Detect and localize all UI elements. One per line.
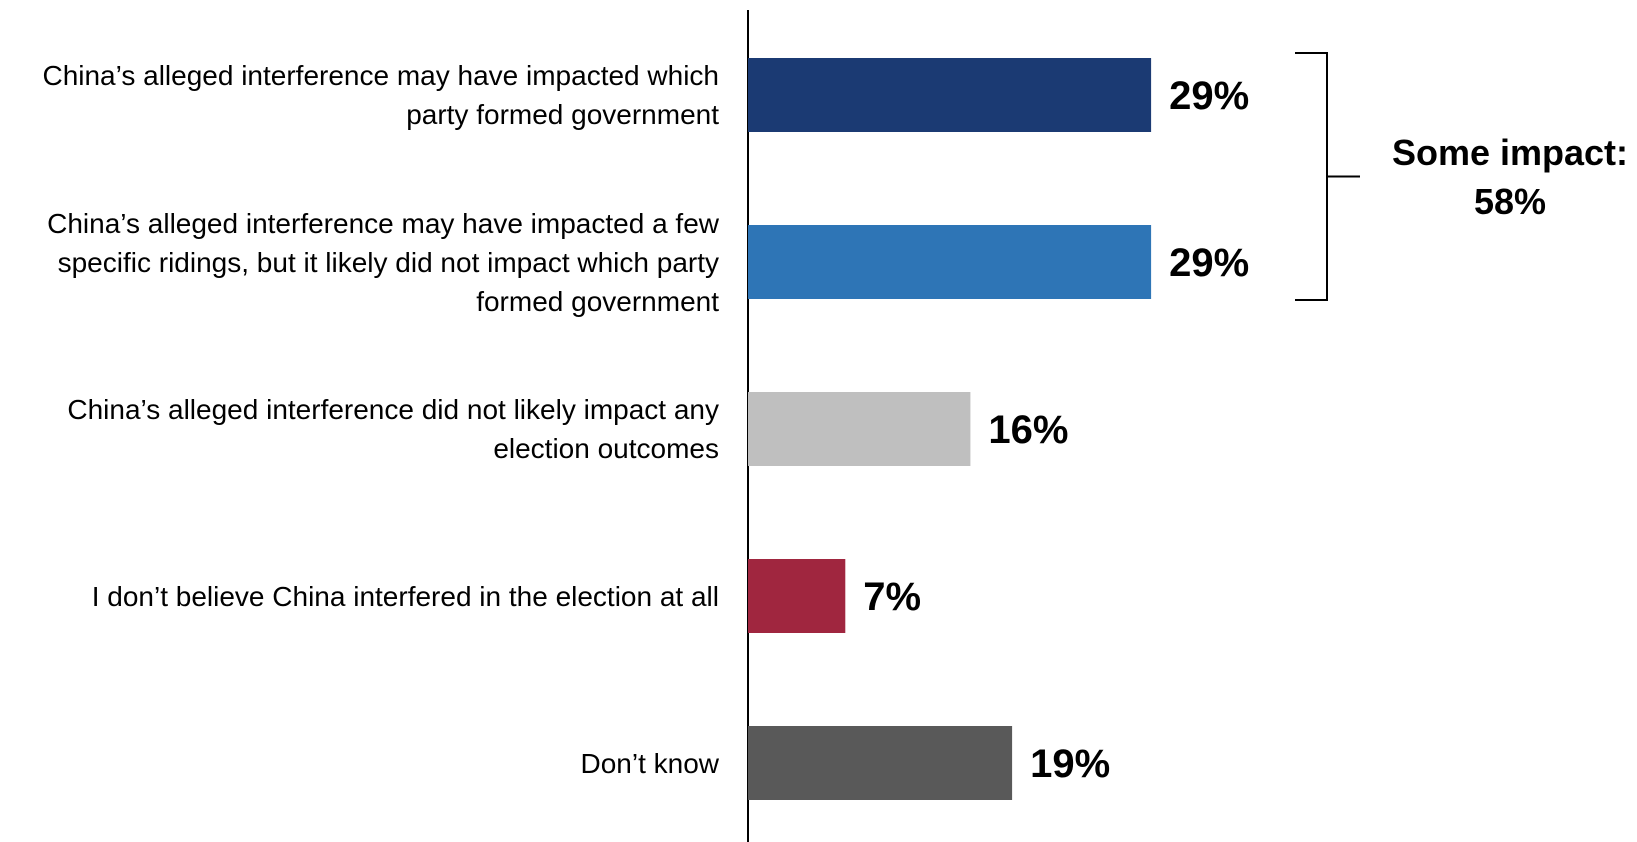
category-label-4: Don’t know (580, 747, 719, 779)
some-impact-value: 58% (1474, 181, 1546, 222)
value-labels-group: 29% 29% 16% 7% 19% (863, 74, 1249, 786)
category-label-3: I don’t believe China interfered in the … (91, 580, 719, 612)
bar-1 (748, 225, 1152, 299)
bracket-line (1295, 52, 1360, 301)
value-label-3: 7% (863, 575, 921, 619)
value-label-4: 19% (1030, 742, 1110, 786)
value-label-2: 16% (988, 408, 1068, 452)
category-label-1: China’s alleged interference may have im… (47, 207, 719, 317)
category-label-2: China’s alleged interference did not lik… (67, 394, 719, 464)
some-impact-bracket: Some impact: 58% (1295, 52, 1628, 301)
bar-0 (748, 58, 1152, 132)
category-label-0: China’s alleged interference may have im… (42, 60, 719, 130)
bar-3 (748, 559, 846, 633)
bars-group (748, 58, 1152, 800)
bar-4 (748, 726, 1013, 800)
some-impact-label: Some impact: (1392, 132, 1628, 173)
value-label-0: 29% (1169, 74, 1249, 118)
bar-2 (748, 392, 971, 466)
value-label-1: 29% (1169, 241, 1249, 285)
